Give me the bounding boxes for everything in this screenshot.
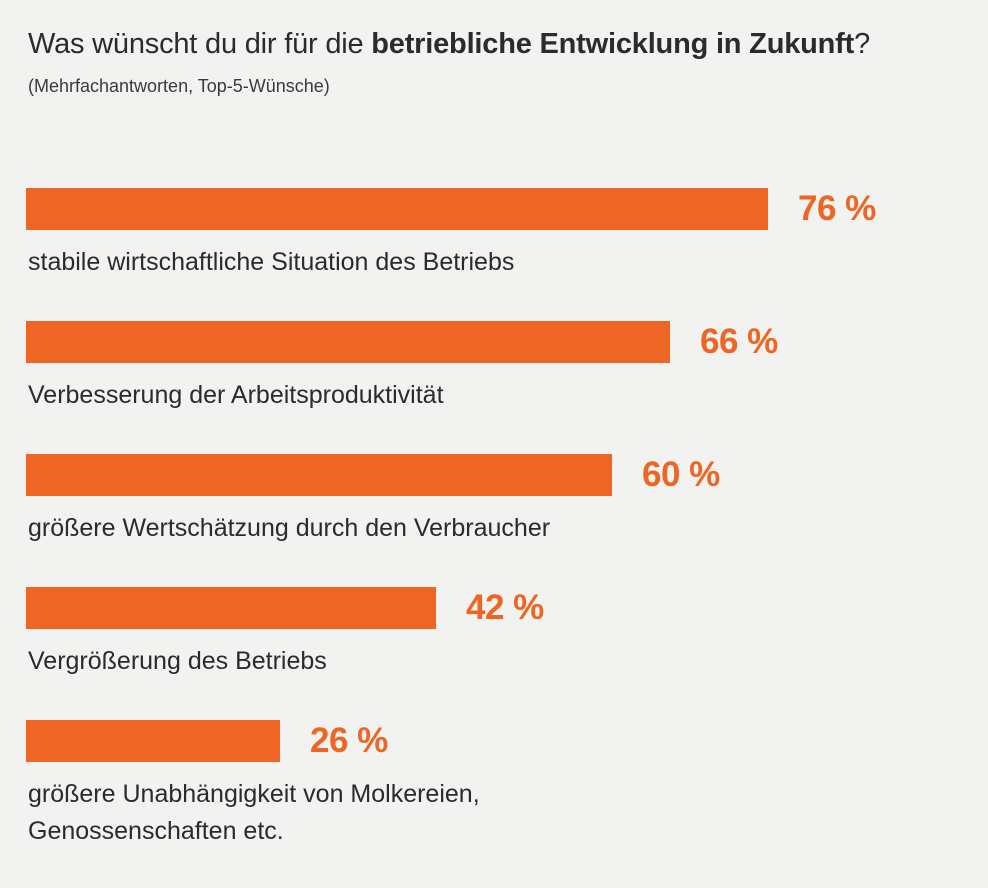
chart-bar: [26, 720, 280, 762]
bar-value-label: 66 %: [700, 322, 778, 361]
chart-bar: [26, 321, 670, 363]
chart-bar: [26, 188, 768, 230]
title-suffix: ?: [854, 28, 871, 60]
title-emphasis: betriebliche Entwicklung in Zukunft: [371, 28, 855, 60]
chart-subtitle: (Mehrfachantworten, Top-5-Wünsche): [28, 76, 330, 96]
bar-category-label: Vergrößerung des Betriebs: [28, 647, 327, 675]
bar-category-label: stabile wirtschaftliche Situation des Be…: [28, 248, 515, 276]
chart-bar: [26, 587, 436, 629]
bar-value-label: 42 %: [466, 588, 544, 627]
bar-value-label: 60 %: [642, 455, 720, 494]
chart-title: Was wünscht du dir für die betriebliche …: [28, 28, 870, 61]
bar-category-label: Verbesserung der Arbeitsproduktivität: [28, 381, 444, 409]
bar-value-label: 26 %: [310, 721, 388, 760]
title-prefix: Was wünscht du dir für die: [28, 28, 372, 60]
bar-category-label: größere Wertschätzung durch den Verbrauc…: [28, 514, 551, 542]
bar-value-label: 76 %: [798, 189, 876, 228]
chart-bar: [26, 454, 612, 496]
bar-category-label: größere Unabhängigkeit von Molkereien, Ge…: [28, 780, 480, 845]
